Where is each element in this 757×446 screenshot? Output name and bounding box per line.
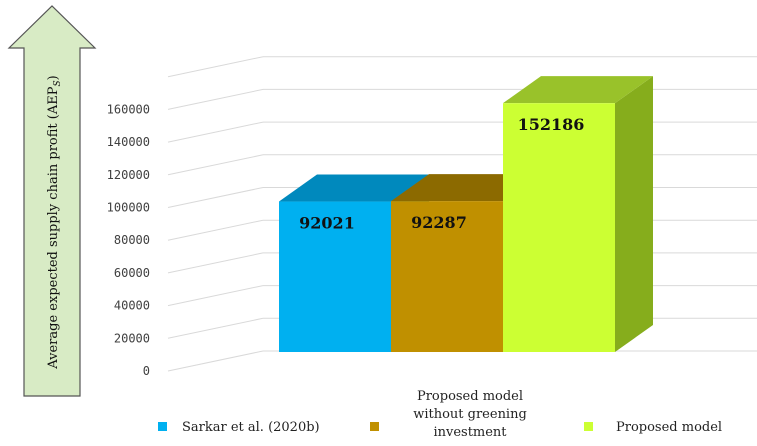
y-tick-label: 80000	[114, 233, 150, 247]
legend-item: Proposed model	[584, 420, 722, 435]
bar	[503, 76, 653, 352]
y-tick-label: 20000	[114, 331, 150, 345]
y-tick-label: 0	[143, 364, 150, 378]
y-tick-labels: 0 20000 40000 60000 80000 100000 120000 140000 1…	[107, 102, 150, 378]
bars-layer	[279, 76, 653, 352]
grid-floor-line	[167, 317, 264, 339]
grid-floor-line	[167, 187, 264, 208]
bar-top-face	[503, 76, 653, 104]
legend-label: investment	[433, 425, 507, 440]
bar-front-face	[279, 201, 391, 352]
legend-label: Proposed model	[417, 389, 523, 404]
bar-front-face	[391, 201, 503, 352]
legend-swatch	[370, 422, 379, 431]
y-axis-label-close: )	[46, 75, 61, 80]
grid-floor-line	[167, 285, 264, 307]
legend-label: without greening	[413, 407, 527, 422]
legend-label: Sarkar et al. (2020b)	[182, 420, 320, 435]
legend-swatch	[584, 422, 593, 431]
y-axis-label-sub: S	[53, 80, 63, 86]
y-axis-arrow	[7, 5, 97, 397]
bar-data-label: 92021	[299, 214, 355, 233]
bar-data-label: 152186	[518, 115, 585, 134]
grid-floor-line	[167, 121, 264, 143]
y-tick-label: 40000	[114, 299, 150, 313]
y-tick-label: 140000	[107, 135, 150, 149]
legend-label: Proposed model	[616, 420, 722, 435]
grid-floor-line	[167, 350, 264, 372]
data-labels: 92021 92287 152186	[299, 115, 584, 232]
y-axis-label-main: Average expected supply chain profit (AE…	[46, 86, 61, 369]
grid-floor-line	[167, 154, 264, 176]
grid-floor-line	[167, 252, 264, 274]
y-tick-label: 160000	[107, 102, 150, 116]
legend-item: Proposed model without greening investment	[370, 389, 527, 440]
bar-data-label: 92287	[411, 213, 467, 232]
legend-item: Sarkar et al. (2020b)	[158, 420, 320, 435]
y-tick-label: 100000	[107, 201, 150, 215]
grid-floor-line	[167, 56, 264, 78]
bar-side-face	[615, 76, 653, 352]
grid-floor-line	[167, 88, 264, 110]
bar-front-face	[503, 103, 615, 352]
y-tick-label: 60000	[114, 266, 150, 280]
legend-swatch	[158, 422, 167, 431]
legend: Sarkar et al. (2020b) Proposed model witho…	[158, 389, 722, 440]
y-axis-label: Average expected supply chain profit (AE…	[46, 75, 63, 369]
y-tick-label: 120000	[107, 168, 150, 182]
grid-floor-line	[167, 219, 264, 241]
bar-top-face	[279, 174, 429, 202]
